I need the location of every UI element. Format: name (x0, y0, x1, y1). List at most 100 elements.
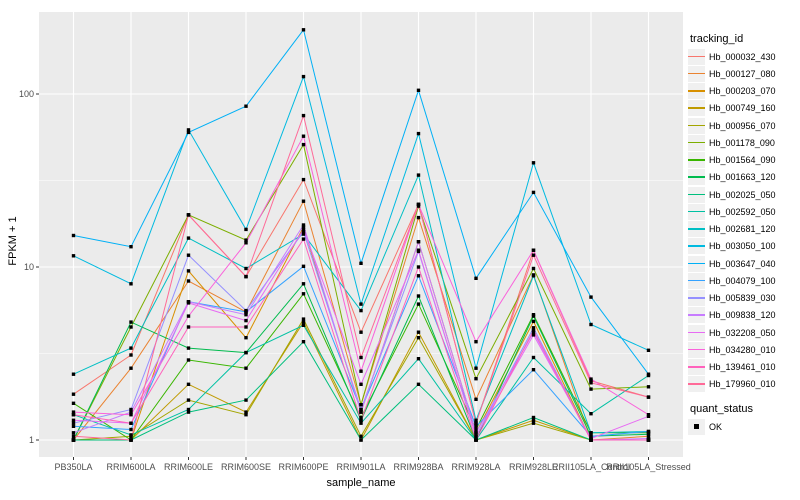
legend-key-line (688, 159, 705, 161)
data-point (359, 302, 363, 306)
data-point (301, 227, 306, 232)
y-tick-label: 100 (19, 89, 34, 99)
data-point (531, 415, 536, 420)
legend: tracking_id Hb_000032_430 Hb_000127_080 Hb… (688, 33, 798, 435)
data-point (589, 295, 593, 299)
data-point (186, 301, 191, 305)
legend-entry: Hb_139461_010 (688, 359, 798, 376)
data-point (301, 134, 306, 138)
data-point (71, 431, 76, 435)
legend-label: Hb_001663_120 (709, 172, 776, 183)
data-point (589, 434, 593, 438)
legend-key-line (688, 124, 705, 127)
legend-label: Hb_000203_070 (709, 86, 776, 97)
legend-entry: Hb_001178_090 (688, 134, 798, 151)
data-point (531, 330, 536, 334)
legend-key (688, 169, 705, 186)
data-point (416, 302, 421, 306)
data-point (474, 276, 478, 280)
data-point (129, 421, 133, 425)
data-point (129, 427, 133, 432)
data-point (244, 238, 248, 242)
data-point (416, 357, 421, 361)
data-point (359, 418, 363, 422)
data-point (531, 161, 536, 165)
legend-label: Hb_000032_430 (709, 51, 776, 62)
data-point (359, 407, 363, 412)
legend-entry: Hb_003050_100 (688, 238, 798, 255)
data-point (531, 328, 536, 333)
x-tick-label: RRIM600LE (164, 462, 213, 472)
data-point (646, 385, 651, 389)
data-point (416, 265, 421, 269)
data-point (474, 434, 478, 438)
legend-key (688, 324, 705, 341)
legend-key-line (688, 107, 705, 109)
legend-label: Hb_179960_010 (709, 379, 776, 390)
data-point (416, 88, 421, 92)
data-point (589, 412, 593, 416)
data-point (474, 421, 478, 425)
legend-key (688, 341, 705, 358)
legend-entry: Hb_002681_120 (688, 221, 798, 238)
data-point (589, 377, 593, 381)
legend-entry: Hb_000956_070 (688, 117, 798, 134)
data-point (71, 392, 76, 396)
legend-entry: Hb_000127_080 (688, 65, 798, 82)
data-point (186, 236, 191, 240)
legend-key-line (688, 331, 705, 334)
legend-key-line (688, 141, 705, 144)
data-point (301, 320, 306, 324)
data-point (301, 177, 306, 182)
data-point (646, 413, 651, 417)
data-point (129, 438, 133, 442)
legend-key-line (688, 348, 705, 351)
data-point (129, 353, 133, 357)
legend-label: Hb_004079_100 (709, 275, 776, 286)
legend-key (688, 238, 705, 255)
data-point (301, 113, 306, 118)
data-point (301, 28, 306, 32)
data-point (129, 245, 133, 249)
data-point (531, 368, 536, 372)
data-point (416, 248, 421, 252)
legend-key-line (688, 210, 705, 213)
data-point (474, 427, 478, 432)
data-point (531, 314, 536, 318)
legend-entry: Hb_001663_120 (688, 169, 798, 186)
data-point (129, 366, 133, 370)
data-point (359, 369, 363, 373)
legend-entry: Hb_000749_160 (688, 100, 798, 117)
data-point (129, 320, 133, 324)
legend-label: Hb_003050_100 (709, 241, 776, 252)
data-point (301, 230, 306, 234)
data-point (416, 330, 421, 334)
legend-label: Hb_002592_050 (709, 206, 776, 217)
data-point (416, 240, 421, 244)
y-tick-label: 10 (24, 262, 34, 272)
data-point (301, 225, 306, 229)
data-point (416, 202, 421, 207)
data-point (474, 340, 478, 344)
data-point (301, 264, 306, 268)
data-point (129, 410, 133, 414)
data-point (71, 401, 76, 405)
data-point (531, 253, 536, 257)
axes: 1 10 100 PB350LA RRIM600LA RRIM600LE RRIM600SE… (19, 89, 691, 472)
legend-key (688, 255, 705, 272)
data-point (244, 410, 248, 414)
data-point (186, 314, 191, 318)
data-point (359, 438, 363, 442)
data-point (301, 199, 306, 203)
data-point (71, 438, 76, 442)
data-point (244, 313, 248, 317)
data-point (531, 274, 536, 278)
data-point (474, 424, 478, 428)
data-point (244, 398, 248, 402)
legend-key (688, 134, 705, 151)
legend-key-line (688, 90, 705, 92)
data-point (474, 418, 478, 422)
legend-key-line (688, 228, 705, 230)
data-point (301, 317, 306, 321)
legend-key (688, 221, 705, 238)
